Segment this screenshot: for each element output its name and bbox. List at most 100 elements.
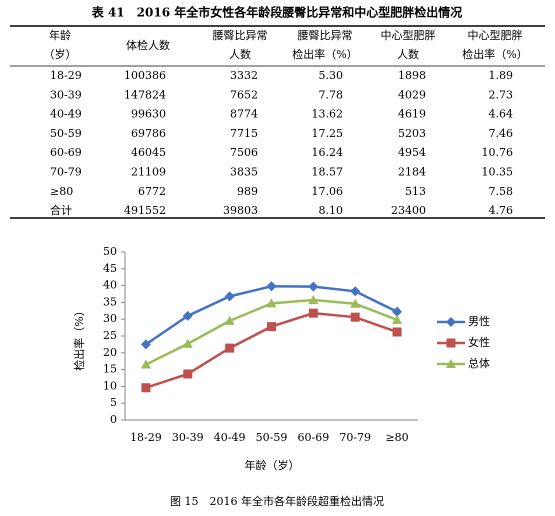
table-cell: 4029 [398, 88, 426, 101]
y-axis-title: 检出率（%） [72, 305, 86, 370]
table-cell: 7652 [230, 88, 258, 101]
table-cell: 989 [237, 185, 258, 198]
table-title: 表 41 2016 年全市女性各年龄段腰臀比异常和中心型肥胖检出情况 [91, 5, 462, 20]
marker [266, 298, 277, 308]
y-tick-label: 15 [103, 363, 117, 376]
table-cell: 46045 [131, 146, 166, 159]
marker [308, 281, 319, 292]
x-tick-label: 40-49 [214, 431, 246, 444]
table-cell: 513 [405, 185, 426, 198]
marker [446, 359, 456, 368]
table-cell: 4619 [398, 108, 426, 121]
table-cell: 4.64 [489, 108, 514, 121]
marker [392, 327, 402, 337]
table-cell: 16.24 [312, 146, 344, 159]
table-cell: 7.78 [319, 88, 344, 101]
table-cell: 8774 [230, 108, 258, 121]
table-cell: 17.25 [312, 127, 344, 140]
marker [141, 383, 151, 393]
table-cell: 4.76 [489, 204, 514, 217]
figure-caption: 图 15 2016 年全市各年龄段超重检出情况 [170, 494, 384, 508]
marker [182, 310, 193, 321]
series-line [145, 298, 398, 366]
x-axis-title: 年龄（岁） [245, 458, 300, 472]
marker [350, 312, 360, 322]
y-tick-label: 25 [103, 329, 117, 342]
table-cell: 8.10 [319, 204, 344, 217]
table-header: 中心型肥胖 [381, 28, 436, 42]
marker [308, 295, 319, 305]
table-cell: 2.73 [489, 88, 514, 101]
y-tick-label: 35 [103, 295, 117, 308]
table-cell: 7506 [230, 146, 258, 159]
table-header: 体检人数 [126, 38, 170, 52]
table-header: 检出率（%） [292, 47, 357, 61]
table-cell: 18-29 [50, 69, 82, 82]
marker [224, 291, 235, 302]
x-tick-label: 50-59 [256, 431, 288, 444]
y-tick-label: 45 [103, 262, 117, 275]
table-cell: 69786 [131, 127, 166, 140]
table-cell: 1898 [398, 69, 426, 82]
table-cell: 17.06 [312, 185, 344, 198]
marker [224, 315, 235, 325]
marker [225, 343, 235, 353]
marker [392, 314, 403, 324]
x-tick-label: 70-79 [339, 431, 371, 444]
table-cell: 21109 [131, 166, 166, 179]
marker [392, 306, 403, 317]
table-cell: 合计 [50, 203, 72, 217]
marker [446, 317, 456, 327]
y-tick-label: 5 [110, 396, 117, 409]
marker [140, 339, 151, 350]
marker [350, 298, 361, 308]
marker [183, 369, 193, 379]
y-tick-label: 10 [103, 379, 117, 392]
table-cell: 13.62 [312, 108, 344, 121]
marker [350, 286, 361, 297]
table-cell: 10.76 [482, 146, 514, 159]
x-tick-label: 18-29 [130, 431, 162, 444]
table-cell: 10.35 [482, 166, 514, 179]
y-tick-label: 50 [103, 245, 117, 258]
y-tick-label: 40 [103, 279, 117, 292]
y-tick-label: 30 [103, 312, 117, 325]
table-cell: 5203 [398, 127, 426, 140]
table-cell: 70-79 [50, 166, 82, 179]
table-header: 腰臀比异常 [213, 29, 268, 42]
y-tick-label: 20 [103, 346, 117, 359]
table-cell: 2184 [398, 166, 426, 179]
table-cell: 100386 [124, 69, 166, 82]
table-cell: 30-39 [50, 88, 82, 101]
table-cell: 40-49 [50, 108, 82, 121]
marker [182, 338, 193, 348]
table-cell: 23400 [391, 204, 426, 217]
table-header: 中心型肥胖 [468, 28, 523, 42]
table-cell: 4954 [398, 146, 426, 159]
table-cell: 5.30 [319, 69, 344, 82]
marker [140, 359, 151, 369]
table-cell: 147824 [124, 88, 166, 101]
x-tick-label: ≥80 [385, 431, 408, 444]
table-cell: 1.89 [489, 69, 514, 82]
legend-label: 女性 [468, 335, 490, 349]
table-cell: 3332 [230, 69, 258, 82]
x-tick-label: 30-39 [172, 431, 204, 444]
table-cell: 3835 [230, 166, 258, 179]
y-tick-label: 0 [110, 413, 117, 426]
table-cell: ≥80 [50, 185, 73, 198]
table-header: 人数 [229, 48, 251, 61]
table-header: 腰臀比异常 [298, 29, 353, 42]
legend-label: 男性 [468, 314, 490, 328]
table-cell: 6772 [138, 185, 166, 198]
marker [267, 322, 276, 332]
table-cell: 7715 [230, 127, 258, 140]
marker [446, 338, 456, 348]
table-cell: 39803 [223, 204, 258, 217]
marker [266, 281, 277, 292]
table-cell: 60-69 [50, 146, 82, 159]
table-cell: 18.57 [312, 166, 344, 179]
table-cell: 99630 [131, 108, 166, 121]
